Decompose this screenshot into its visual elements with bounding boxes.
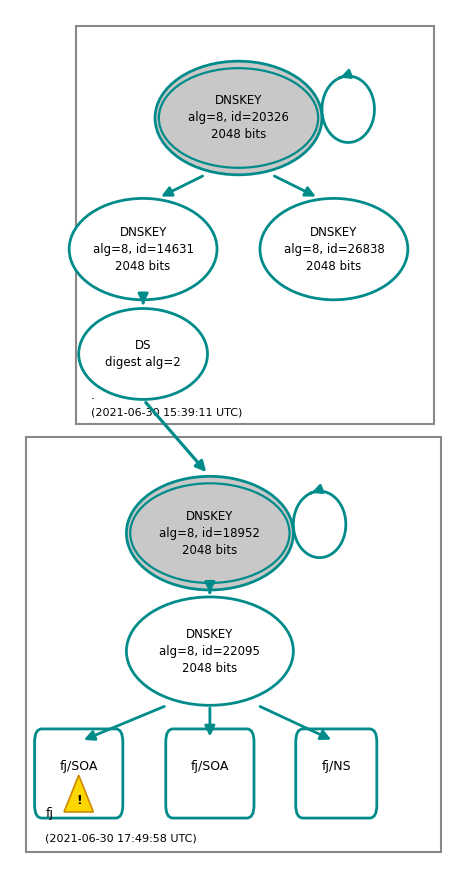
FancyBboxPatch shape xyxy=(295,729,376,818)
Polygon shape xyxy=(64,775,93,812)
Text: DNSKEY
alg=8, id=20326
2048 bits: DNSKEY alg=8, id=20326 2048 bits xyxy=(188,94,288,142)
FancyBboxPatch shape xyxy=(76,26,433,424)
Text: fj/SOA: fj/SOA xyxy=(60,760,98,773)
Ellipse shape xyxy=(126,597,293,705)
Text: DS
digest alg=2: DS digest alg=2 xyxy=(105,339,180,369)
Text: !: ! xyxy=(76,794,81,808)
Text: DNSKEY
alg=8, id=18952
2048 bits: DNSKEY alg=8, id=18952 2048 bits xyxy=(159,510,260,557)
Text: DNSKEY
alg=8, id=22095
2048 bits: DNSKEY alg=8, id=22095 2048 bits xyxy=(159,628,260,675)
Text: (2021-06-30 15:39:11 UTC): (2021-06-30 15:39:11 UTC) xyxy=(90,407,241,417)
Text: fj: fj xyxy=(45,808,53,820)
Ellipse shape xyxy=(259,198,407,300)
Text: .: . xyxy=(90,390,94,402)
Ellipse shape xyxy=(126,476,293,590)
Ellipse shape xyxy=(69,198,217,300)
FancyBboxPatch shape xyxy=(26,437,440,852)
Ellipse shape xyxy=(79,309,207,399)
FancyBboxPatch shape xyxy=(165,729,253,818)
Ellipse shape xyxy=(155,61,321,175)
Text: fj/SOA: fj/SOA xyxy=(190,760,228,773)
Text: (2021-06-30 17:49:58 UTC): (2021-06-30 17:49:58 UTC) xyxy=(45,834,197,843)
Text: DNSKEY
alg=8, id=26838
2048 bits: DNSKEY alg=8, id=26838 2048 bits xyxy=(283,225,384,273)
Text: fj/NS: fj/NS xyxy=(321,760,350,773)
FancyBboxPatch shape xyxy=(35,729,123,818)
Text: DNSKEY
alg=8, id=14631
2048 bits: DNSKEY alg=8, id=14631 2048 bits xyxy=(92,225,193,273)
